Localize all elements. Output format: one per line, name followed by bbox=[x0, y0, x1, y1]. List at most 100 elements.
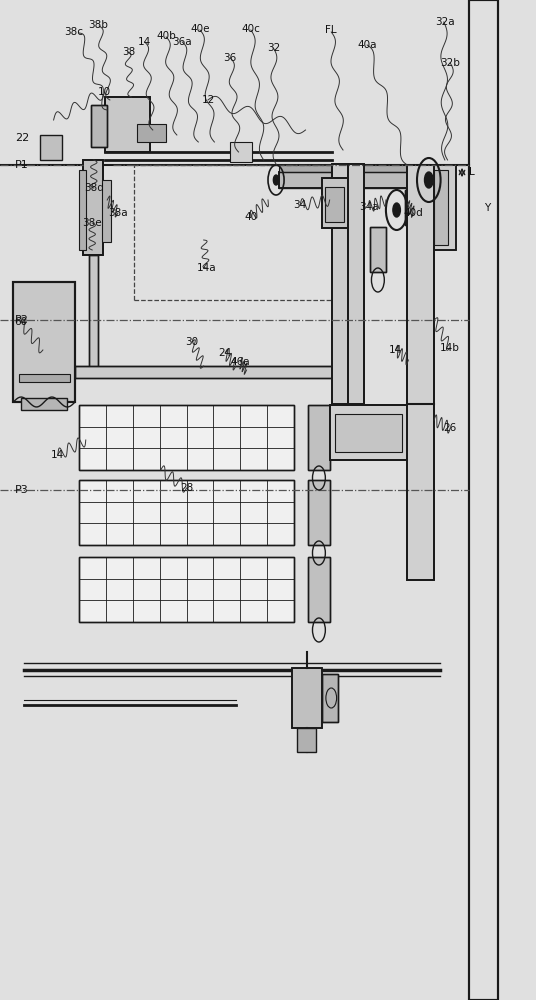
Bar bbox=[79, 480, 294, 545]
Text: 60: 60 bbox=[14, 317, 27, 327]
Bar bbox=[89, 255, 98, 370]
Text: 12: 12 bbox=[202, 95, 214, 105]
Text: L: L bbox=[469, 167, 474, 177]
Text: 10: 10 bbox=[98, 87, 111, 97]
Bar bbox=[405, 190, 426, 225]
Text: 14b: 14b bbox=[440, 343, 460, 353]
Bar bbox=[79, 405, 294, 470]
Bar bbox=[434, 170, 448, 245]
Bar bbox=[322, 178, 348, 228]
Bar bbox=[292, 668, 322, 728]
Text: FL: FL bbox=[325, 25, 337, 35]
Text: 14: 14 bbox=[51, 450, 64, 460]
Bar bbox=[308, 405, 330, 470]
Bar bbox=[102, 180, 111, 242]
Text: 34a: 34a bbox=[359, 202, 378, 212]
Bar bbox=[91, 105, 107, 147]
Bar bbox=[75, 366, 332, 378]
Text: 40d: 40d bbox=[404, 208, 423, 218]
Bar bbox=[308, 557, 330, 622]
Text: P2: P2 bbox=[15, 315, 29, 325]
Bar bbox=[426, 165, 456, 250]
Bar bbox=[79, 557, 294, 622]
Text: 30: 30 bbox=[185, 337, 198, 347]
Text: 40: 40 bbox=[244, 212, 257, 222]
Bar bbox=[279, 172, 426, 188]
Text: 46a: 46a bbox=[230, 357, 250, 367]
Text: 14: 14 bbox=[389, 345, 402, 355]
Bar bbox=[308, 480, 330, 545]
Bar bbox=[426, 165, 456, 250]
Text: 26: 26 bbox=[444, 423, 457, 433]
Bar bbox=[79, 557, 294, 622]
Bar bbox=[332, 164, 348, 404]
Text: 34: 34 bbox=[294, 200, 307, 210]
Bar bbox=[279, 165, 426, 172]
Bar bbox=[40, 135, 62, 160]
Text: 40c: 40c bbox=[241, 24, 260, 34]
Text: Y: Y bbox=[483, 203, 490, 213]
Bar bbox=[292, 668, 322, 728]
Bar bbox=[89, 255, 98, 370]
Bar bbox=[308, 405, 330, 470]
Text: 38b: 38b bbox=[88, 20, 108, 30]
Text: 38c: 38c bbox=[64, 27, 84, 37]
Bar bbox=[322, 178, 348, 228]
Text: 22: 22 bbox=[16, 133, 29, 143]
Text: 38d: 38d bbox=[84, 183, 104, 193]
Bar bbox=[75, 366, 332, 378]
Bar bbox=[83, 160, 103, 255]
Bar bbox=[21, 398, 67, 410]
Bar bbox=[79, 170, 86, 250]
Bar bbox=[330, 405, 407, 460]
Bar bbox=[469, 0, 498, 1000]
Bar bbox=[308, 480, 330, 545]
Circle shape bbox=[393, 203, 400, 217]
Text: 36a: 36a bbox=[173, 37, 192, 47]
Bar bbox=[335, 414, 402, 452]
Text: 38: 38 bbox=[122, 47, 135, 57]
Bar bbox=[297, 728, 316, 752]
Bar bbox=[370, 227, 386, 272]
Bar bbox=[19, 374, 70, 382]
Bar bbox=[91, 105, 107, 147]
Text: 28: 28 bbox=[180, 483, 193, 493]
Bar bbox=[469, 0, 498, 1000]
Bar bbox=[105, 97, 150, 152]
Text: 32: 32 bbox=[267, 43, 280, 53]
Bar bbox=[330, 405, 407, 460]
Bar bbox=[348, 164, 364, 404]
Text: P3: P3 bbox=[15, 485, 29, 495]
Bar bbox=[79, 405, 294, 470]
Bar bbox=[105, 97, 150, 152]
Bar bbox=[332, 164, 348, 404]
Bar bbox=[137, 124, 166, 142]
Text: 14a: 14a bbox=[197, 263, 216, 273]
Bar bbox=[325, 187, 344, 222]
Bar bbox=[348, 164, 364, 404]
Bar bbox=[322, 674, 338, 722]
Bar bbox=[13, 282, 75, 402]
Circle shape bbox=[425, 172, 433, 188]
Bar bbox=[407, 165, 434, 580]
Bar bbox=[405, 190, 426, 225]
Bar bbox=[79, 480, 294, 545]
Text: P1: P1 bbox=[15, 160, 29, 170]
Bar bbox=[407, 165, 434, 580]
Bar bbox=[279, 172, 426, 188]
Bar bbox=[13, 282, 75, 402]
Bar bbox=[230, 142, 252, 162]
Text: 32a: 32a bbox=[435, 17, 455, 27]
Text: 24: 24 bbox=[219, 348, 232, 358]
Text: 36: 36 bbox=[223, 53, 236, 63]
Bar bbox=[83, 160, 103, 255]
Circle shape bbox=[273, 175, 279, 185]
Bar bbox=[370, 227, 386, 272]
Text: 32b: 32b bbox=[440, 58, 460, 68]
Text: 40e: 40e bbox=[190, 24, 210, 34]
Text: 14: 14 bbox=[138, 37, 151, 47]
Bar bbox=[308, 557, 330, 622]
Text: 38a: 38a bbox=[108, 208, 128, 218]
Text: 40a: 40a bbox=[358, 40, 377, 50]
Text: 38e: 38e bbox=[83, 218, 102, 228]
